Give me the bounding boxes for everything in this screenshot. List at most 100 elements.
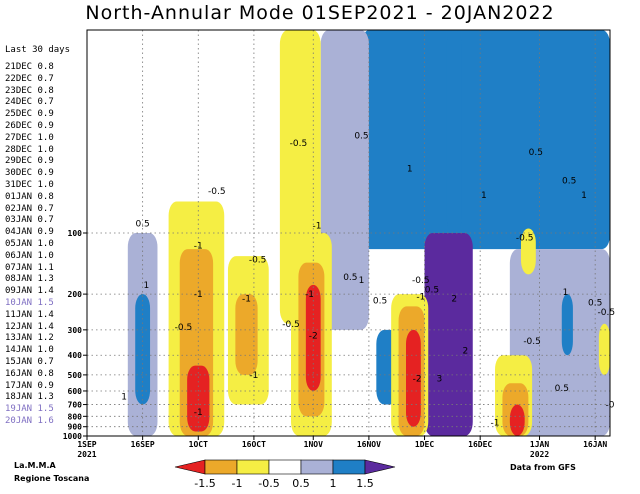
grid-layer [86, 30, 610, 437]
contour-label: 1 [359, 276, 365, 286]
x-tick-label: 16DEC [468, 440, 492, 449]
side-entry-date: 04JAN [5, 227, 33, 238]
contour-region [235, 294, 258, 375]
side-entry-value: 0.7 [32, 97, 54, 108]
legend-swatch [332, 459, 366, 475]
legend-level-label: 1.5 [356, 477, 374, 490]
contour-fill-layer [127, 30, 610, 436]
legend-swatch-min [174, 459, 206, 475]
side-entry-value: 1.3 [32, 274, 54, 285]
y-tick-label: 800 [68, 412, 83, 421]
x-tick-label: 16JAN [583, 440, 607, 449]
contour-region [320, 30, 369, 330]
side-entry-value: 1.0 [32, 179, 54, 190]
contour-label: -0.5 [208, 187, 226, 197]
side-entry-date: 21DEC [5, 62, 33, 72]
side-entry: 06JAN 1.0 [5, 251, 54, 263]
contour-label: -0.5 [598, 308, 616, 318]
contour-label: 0.5 [588, 299, 602, 309]
legend-swatch [268, 459, 302, 475]
side-entry: 30DEC 0.9 [5, 168, 54, 180]
side-entry-date: 13JAN [5, 333, 33, 344]
contour-label: -2 [309, 332, 318, 342]
side-entry: 14JAN 1.0 [5, 345, 54, 357]
side-entry-value: 1.0 [32, 144, 54, 155]
side-entry-value: 1.0 [32, 132, 54, 143]
side-entry-date: 15JAN [5, 356, 33, 367]
side-entry-date: 10JAN [5, 297, 33, 308]
contour-label: -0 [606, 401, 615, 411]
contour-region [305, 284, 321, 391]
contour-label: -1 [491, 419, 500, 429]
side-entry-date: 12JAN [5, 321, 33, 332]
contour-label: -0.5 [175, 323, 193, 333]
side-entry: 26DEC 0.9 [5, 121, 54, 133]
side-entry: 18JAN 1.3 [5, 392, 54, 404]
contour-label: -0.5 [249, 255, 267, 265]
side-entry: 09JAN 1.4 [5, 286, 54, 298]
contour-label: -1 [194, 408, 203, 418]
y-tick-label: 200 [68, 290, 83, 299]
side-entry-date: 31DEC [5, 179, 33, 190]
y-tick-label: 400 [68, 351, 83, 360]
legend-swatch [236, 459, 270, 475]
side-entry-value: 0.9 [32, 168, 54, 179]
side-entry-value: 1.3 [32, 392, 54, 403]
y-tick-label: 600 [68, 387, 83, 396]
contour-label: 0.5 [373, 296, 387, 306]
contour-region [598, 323, 610, 375]
x-tick-label: 1DEC [415, 440, 434, 449]
organization-line-1: La.M.M.A [14, 461, 56, 470]
side-entry-value: 0.9 [32, 227, 54, 238]
contour-label: -1 [312, 222, 321, 232]
contour-region [361, 30, 610, 250]
contour-label: 1 [481, 191, 487, 201]
contour-label: -0.5 [290, 139, 308, 149]
side-entry-date: 28DEC [5, 144, 33, 155]
contour-label: -0.5 [516, 233, 534, 243]
side-entry-value: 0.8 [32, 191, 54, 202]
side-entry: 21DEC 0.8 [5, 62, 54, 74]
contour-label: 3 [437, 374, 443, 384]
x-tick-label: 1OCT [189, 440, 208, 449]
annotation-layer: -0.5-0.50.5-1-1-0.50.5-0.5-1 -1 -11-0.5 -0.… [121, 131, 615, 428]
side-entry: 17JAN 0.9 [5, 381, 54, 393]
side-entry-value: 0.9 [32, 156, 54, 167]
side-entry: 20JAN 1.6 [5, 416, 54, 428]
contour-label: 1 [121, 393, 127, 403]
side-entry: 29DEC 0.9 [5, 156, 54, 168]
side-entry-date: 17JAN [5, 380, 33, 391]
legend-swatch-max [364, 459, 396, 475]
y-tick-label: 900 [68, 423, 83, 432]
side-entry-value: 1.4 [32, 286, 54, 297]
x-tick-sublabel: 2022 [530, 450, 549, 459]
x-tick-label: 16SEP [131, 440, 155, 449]
side-entry-value: 0.8 [32, 85, 54, 96]
contour-label: 1 [143, 281, 149, 291]
side-entry-value: 0.7 [32, 215, 54, 226]
side-entry-value: 0.8 [32, 62, 54, 72]
contour-label: 0.5 [343, 273, 357, 283]
side-entry: 24DEC 0.7 [5, 97, 54, 109]
side-entry: 05JAN 1.0 [5, 239, 54, 251]
x-tick-label: 1JAN [530, 440, 549, 449]
x-tick-label: 1NOV [304, 440, 323, 449]
side-entry-date: 26DEC [5, 120, 33, 131]
contour-region [561, 294, 573, 356]
contour-label: -2 [413, 374, 422, 384]
side-entry: 16JAN 0.8 [5, 369, 54, 381]
side-entry-date: 08JAN [5, 274, 33, 285]
contour-label: 2 [462, 347, 468, 357]
side-entry: 03JAN 0.7 [5, 215, 54, 227]
side-entry: 19JAN 1.5 [5, 404, 54, 416]
side-entry: 12JAN 1.4 [5, 322, 54, 334]
side-entry: 08JAN 1.3 [5, 274, 54, 286]
legend-layer: -1.5 -1 -0.5 0.5 1 1.5 [174, 459, 396, 490]
side-entry-date: 16JAN [5, 368, 33, 379]
x-tick-label: 16OCT [242, 440, 266, 449]
side-entry-value: 0.9 [32, 380, 54, 391]
x-tick-label: 16NOV [357, 440, 381, 449]
side-entry-value: 1.2 [32, 333, 54, 344]
contour-label: 0.5 [555, 384, 569, 394]
